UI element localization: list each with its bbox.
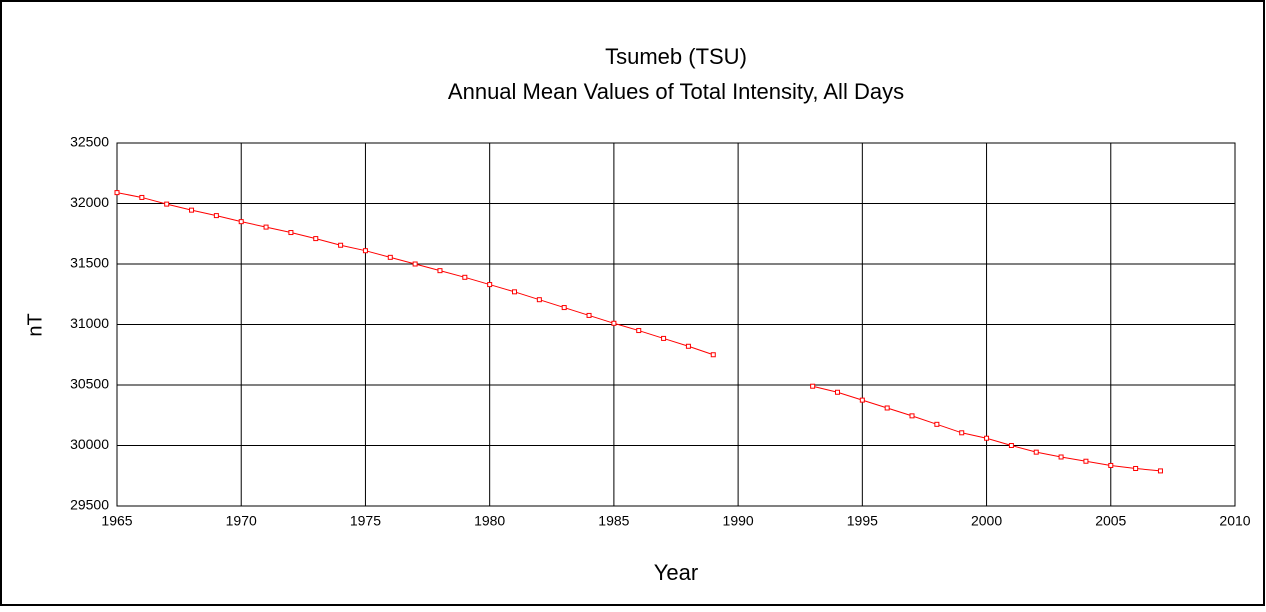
- data-point: [1108, 462, 1114, 468]
- data-point: [313, 236, 319, 242]
- x-tick-label: 1990: [723, 513, 754, 529]
- data-point: [586, 312, 592, 318]
- data-point: [1033, 449, 1039, 455]
- data-point: [536, 297, 542, 303]
- chart-subtitle: Annual Mean Values of Total Intensity, A…: [448, 79, 904, 104]
- chart-title: Tsumeb (TSU): [605, 44, 747, 69]
- data-point: [512, 289, 518, 295]
- data-point: [859, 397, 865, 403]
- x-axis-label: Year: [654, 560, 698, 585]
- data-point: [810, 383, 816, 389]
- x-tick-label: 1995: [847, 513, 878, 529]
- data-point: [437, 268, 443, 274]
- data-point: [487, 282, 493, 288]
- data-point: [263, 224, 269, 230]
- data-point: [636, 328, 642, 334]
- data-point: [1157, 468, 1163, 474]
- data-point: [834, 389, 840, 395]
- x-tick-label: 2010: [1219, 513, 1250, 529]
- y-tick-label: 30000: [70, 436, 109, 452]
- data-point: [412, 261, 418, 267]
- data-point: [189, 207, 195, 213]
- data-point: [934, 421, 940, 427]
- y-tick-label: 30500: [70, 376, 109, 392]
- data-point: [984, 435, 990, 441]
- y-axis-label: nT: [24, 313, 46, 336]
- x-tick-label: 1980: [474, 513, 505, 529]
- data-point: [685, 343, 691, 349]
- y-tick-label: 31500: [70, 255, 109, 271]
- data-point: [114, 190, 120, 196]
- data-point: [884, 405, 890, 411]
- y-tick-label: 32500: [70, 134, 109, 150]
- x-tick-label: 1965: [101, 513, 132, 529]
- x-tick-label: 2000: [971, 513, 1002, 529]
- data-point: [338, 242, 344, 248]
- data-point: [611, 320, 617, 326]
- x-tick-label: 1975: [350, 513, 381, 529]
- data-point: [561, 305, 567, 311]
- data-point: [238, 219, 244, 225]
- data-point: [1058, 454, 1064, 460]
- data-point: [213, 213, 219, 219]
- data-point: [959, 430, 965, 436]
- data-point: [661, 335, 667, 341]
- data-point: [362, 248, 368, 254]
- data-point: [288, 230, 294, 236]
- data-point: [1133, 465, 1139, 471]
- data-point: [164, 201, 170, 207]
- plot-border: [116, 142, 1236, 507]
- x-tick-label: 2005: [1095, 513, 1126, 529]
- y-tick-label: 29500: [70, 497, 109, 513]
- data-point: [387, 254, 393, 260]
- data-point: [1083, 458, 1089, 464]
- y-tick-label: 31000: [70, 315, 109, 331]
- data-point: [909, 413, 915, 419]
- y-tick-label: 32000: [70, 194, 109, 210]
- data-point: [1008, 443, 1014, 448]
- x-tick-label: 1970: [226, 513, 257, 529]
- data-point: [139, 194, 145, 200]
- x-tick-label: 1985: [598, 513, 629, 529]
- data-point: [710, 352, 716, 358]
- data-point: [462, 274, 468, 280]
